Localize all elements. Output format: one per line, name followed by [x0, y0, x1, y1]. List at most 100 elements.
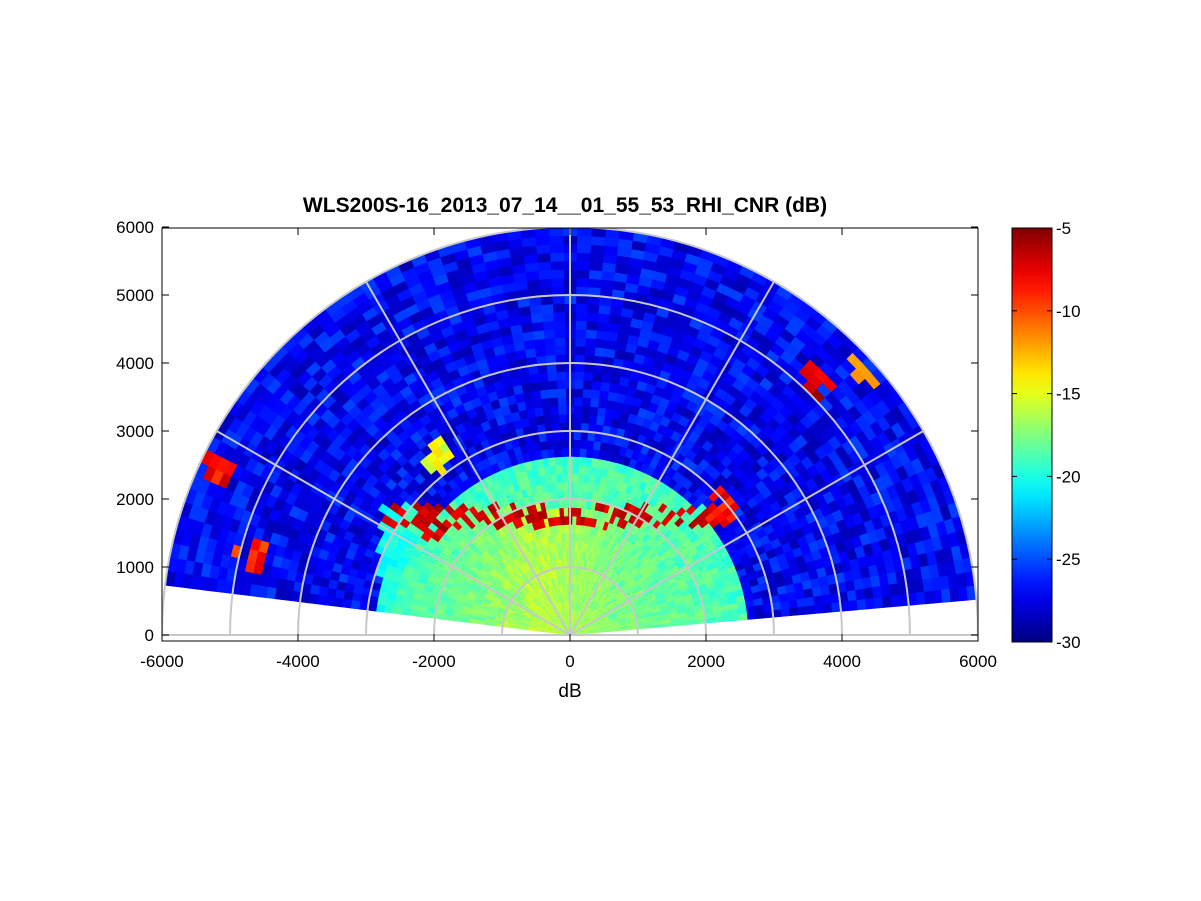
- heatmap-cell: [553, 328, 566, 339]
- heatmap-cell: [552, 311, 565, 322]
- heatmap-cell: [604, 407, 615, 419]
- heatmap-cell: [537, 372, 549, 383]
- heatmap-cell: [550, 277, 565, 288]
- heatmap-cell: [571, 524, 577, 534]
- heatmap-cell: [342, 590, 354, 601]
- heatmap-cell: [814, 603, 825, 614]
- heatmap-cell: [557, 396, 567, 407]
- x-tick-label: 2000: [687, 652, 725, 671]
- heatmap-cell: [586, 312, 599, 323]
- heatmap-cell: [600, 270, 615, 282]
- heatmap-cell: [586, 303, 600, 314]
- heatmap-cell: [529, 381, 541, 392]
- heatmap-cell: [375, 604, 386, 613]
- heatmap-cell: [548, 396, 559, 407]
- heatmap-cell: [530, 312, 543, 324]
- heatmap-cell: [572, 490, 578, 500]
- heatmap-cell: [536, 252, 551, 263]
- heatmap-cell: [540, 397, 551, 408]
- heatmap-cell: [534, 346, 546, 357]
- heatmap-cell: [333, 597, 344, 608]
- heatmap-cell: [409, 609, 420, 617]
- heatmap-cell: [594, 346, 606, 357]
- heatmap-cell: [544, 346, 556, 356]
- heatmap-cell: [890, 594, 901, 608]
- heatmap-cell: [575, 277, 590, 288]
- heatmap-cell: [554, 456, 562, 466]
- colorbar-tick-label: -10: [1056, 302, 1081, 321]
- heatmap-cell: [551, 294, 565, 305]
- heatmap-cell: [541, 406, 552, 416]
- heatmap-cell: [574, 371, 585, 381]
- heatmap-cell: [600, 373, 612, 384]
- heatmap-cell: [585, 448, 594, 459]
- heatmap-cell: [572, 464, 580, 475]
- x-tick-label: -6000: [140, 652, 183, 671]
- heatmap-cell: [542, 320, 555, 331]
- heatmap-cell: [873, 596, 884, 609]
- heatmap-cell: [550, 413, 560, 424]
- heatmap-cell: [797, 605, 808, 616]
- heatmap-cell: [550, 260, 564, 271]
- heatmap-cell: [543, 337, 556, 348]
- heatmap-cell: [584, 346, 596, 356]
- heatmap-cell: [598, 389, 609, 401]
- heatmap-cell: [574, 328, 587, 339]
- heatmap-cell: [822, 602, 833, 614]
- heatmap-cell: [588, 261, 603, 272]
- heatmap-cell: [572, 456, 580, 466]
- heatmap-cell: [392, 606, 403, 615]
- heatmap-cell: [531, 321, 544, 332]
- heatmap-cell: [582, 371, 594, 382]
- colorbar-tick-label: -20: [1056, 467, 1081, 486]
- heatmap-cell: [583, 465, 592, 476]
- heatmap-cell: [537, 269, 552, 280]
- colorbar-gradient: [1012, 228, 1052, 642]
- heatmap-cell: [595, 329, 608, 341]
- heatmap-cell: [571, 532, 576, 542]
- heatmap-cell: [528, 373, 540, 384]
- heatmap-cell: [599, 381, 611, 392]
- y-tick-label: 1000: [116, 558, 154, 577]
- azimuth-line: [569, 281, 775, 636]
- heatmap-cell: [590, 235, 606, 246]
- x-tick-label: -4000: [276, 652, 319, 671]
- y-tick-label: 4000: [116, 354, 154, 373]
- heatmap-cell: [561, 481, 568, 492]
- heatmap-cell: [535, 244, 551, 255]
- heatmap-cell: [813, 594, 824, 606]
- heatmap-cell: [554, 464, 562, 475]
- heatmap-cell: [587, 278, 602, 289]
- heatmap-cell: [557, 405, 567, 415]
- heatmap-cell: [573, 422, 582, 432]
- heatmap-cell: [582, 482, 589, 492]
- range-ring: [162, 228, 978, 636]
- heatmap-cell: [856, 598, 867, 611]
- heatmap-cell: [549, 252, 564, 262]
- colorbar-tick-label: -15: [1056, 385, 1081, 404]
- colorbar-tick-label: -5: [1056, 219, 1071, 238]
- heatmap-cell: [562, 498, 569, 509]
- heatmap-cell: [595, 415, 605, 426]
- heatmap-cell: [915, 591, 926, 605]
- heatmap-cell: [578, 447, 587, 458]
- heatmap-cell: [538, 380, 549, 391]
- heatmap-cell: [316, 594, 327, 606]
- heatmap-cell: [553, 320, 566, 330]
- heatmap-cell: [596, 321, 609, 332]
- heatmap-cell: [400, 608, 411, 616]
- heatmap-cell: [588, 269, 603, 280]
- heatmap-cell: [555, 362, 566, 373]
- heatmap-cell: [571, 541, 576, 551]
- heatmap-cell: [571, 515, 577, 526]
- heatmap-cell: [576, 490, 583, 500]
- heatmap-cell: [521, 245, 538, 256]
- heatmap-cell: [575, 303, 588, 313]
- heatmap-cell: [540, 303, 554, 314]
- heatmap-cell: [590, 228, 606, 238]
- y-tick-label: 5000: [116, 286, 154, 305]
- heatmap-cell: [589, 252, 604, 263]
- heatmap-cell: [561, 473, 568, 483]
- heatmap-cell: [529, 304, 543, 315]
- heatmap-cell: [558, 430, 567, 441]
